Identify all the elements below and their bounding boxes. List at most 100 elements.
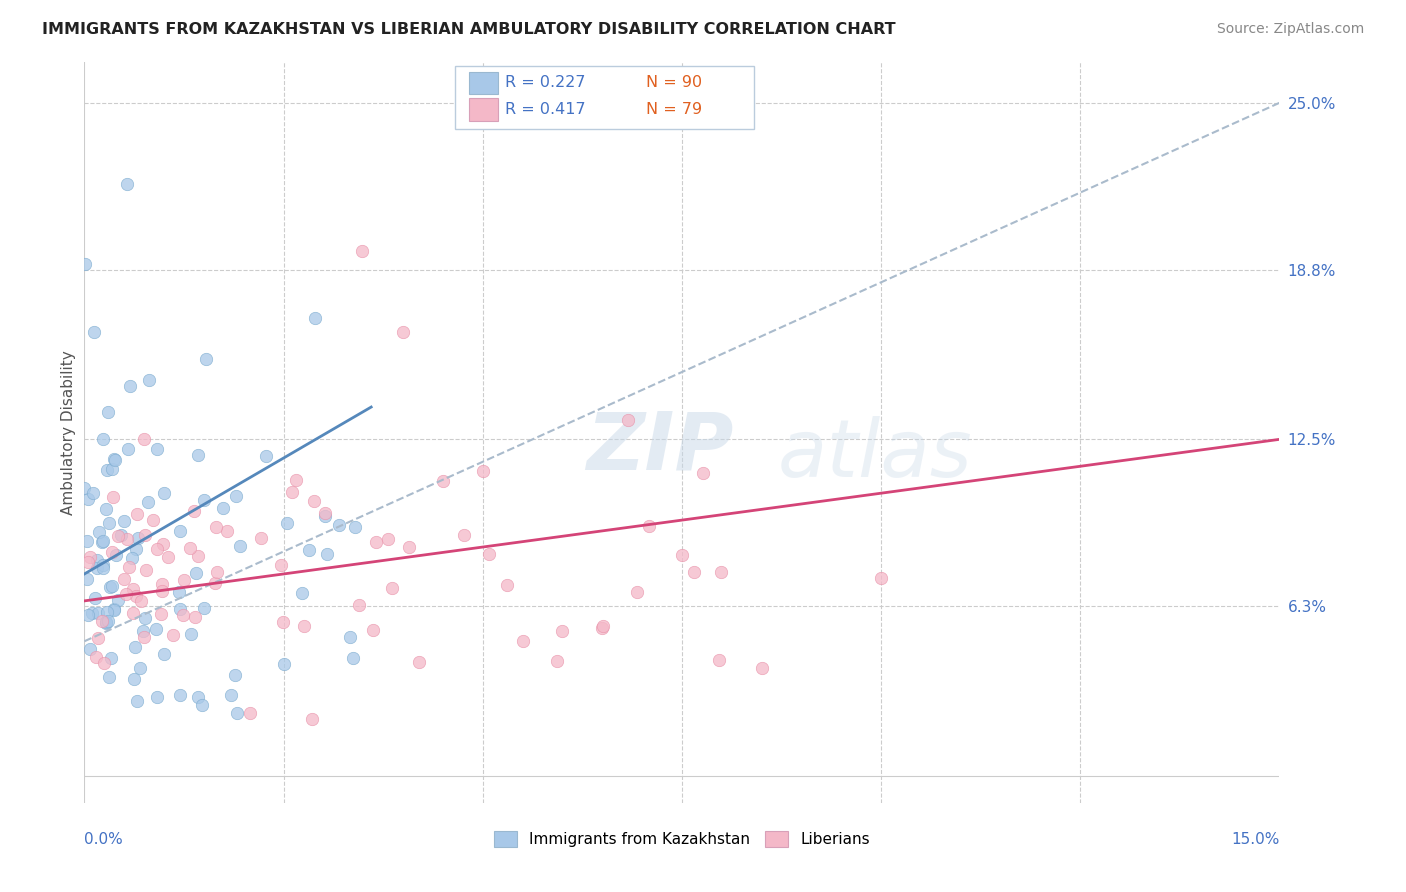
Point: [103, 603, 125, 617]
Point: [204, 576, 226, 591]
Point: [96, 502, 118, 516]
Point: [224, 667, 246, 681]
Point: [339, 630, 361, 644]
Point: [671, 548, 693, 562]
Point: [205, 565, 228, 579]
Point: [98, 516, 121, 530]
Point: [91, 558, 114, 573]
Point: [91, 433, 114, 447]
Point: [314, 506, 336, 520]
Point: [97, 614, 120, 628]
Point: [145, 623, 167, 637]
Point: [77, 608, 100, 623]
Point: [125, 507, 148, 521]
Point: [432, 474, 454, 488]
Point: [270, 558, 292, 573]
Point: [83, 591, 105, 606]
Point: [117, 442, 139, 456]
Point: [132, 630, 155, 644]
Point: [122, 606, 145, 620]
Point: [101, 462, 124, 476]
Point: [453, 528, 475, 542]
Point: [377, 533, 399, 547]
Point: [149, 607, 172, 622]
Point: [124, 541, 146, 556]
FancyBboxPatch shape: [456, 66, 754, 129]
Point: [301, 713, 323, 727]
Point: [105, 548, 128, 562]
Point: [124, 640, 146, 654]
Point: [129, 594, 152, 608]
Point: [134, 527, 156, 541]
Point: [76, 533, 98, 548]
Point: [183, 504, 205, 518]
Point: [172, 607, 194, 622]
FancyBboxPatch shape: [470, 98, 498, 120]
Point: [84, 649, 107, 664]
Point: [229, 539, 252, 553]
Point: [173, 573, 195, 587]
Point: [304, 311, 326, 326]
Point: [104, 452, 127, 467]
Point: [97, 405, 120, 419]
Point: [79, 549, 101, 564]
Point: [342, 650, 364, 665]
Point: [495, 577, 517, 591]
Point: [125, 694, 148, 708]
Point: [637, 519, 659, 533]
Point: [179, 541, 201, 556]
Point: [96, 463, 118, 477]
Point: [751, 661, 773, 675]
Point: [138, 373, 160, 387]
Point: [146, 442, 169, 456]
Point: [115, 177, 138, 191]
Point: [167, 585, 190, 599]
Point: [408, 655, 430, 669]
Point: [73, 481, 96, 495]
Point: [551, 624, 574, 638]
Point: [118, 559, 141, 574]
Point: [471, 464, 494, 478]
Point: [86, 553, 108, 567]
Point: [226, 706, 249, 720]
Point: [870, 571, 893, 585]
Point: [285, 473, 308, 487]
Point: [366, 535, 388, 549]
Point: [131, 624, 153, 638]
Point: [91, 561, 114, 575]
Point: [107, 593, 129, 607]
Point: [184, 566, 207, 580]
Point: [127, 531, 149, 545]
Point: [290, 586, 312, 600]
Point: [93, 534, 115, 549]
Point: [100, 650, 122, 665]
Point: [347, 598, 370, 612]
Point: [183, 610, 205, 624]
Point: [136, 494, 159, 508]
Point: [398, 540, 420, 554]
Point: [114, 587, 136, 601]
Point: [114, 515, 136, 529]
Point: [94, 615, 117, 630]
Point: [82, 606, 104, 620]
Point: [683, 565, 706, 579]
Point: [343, 520, 366, 534]
Point: [118, 378, 141, 392]
Point: [77, 555, 100, 569]
Point: [304, 494, 326, 508]
Point: [591, 621, 613, 635]
Point: [314, 508, 336, 523]
Point: [710, 565, 733, 579]
Point: [87, 606, 110, 620]
Point: [121, 550, 143, 565]
Point: [352, 244, 374, 258]
Point: [146, 690, 169, 704]
Point: [361, 623, 384, 637]
Point: [250, 531, 273, 545]
Point: [90, 535, 112, 549]
Point: [271, 615, 294, 629]
Point: [107, 529, 129, 543]
Point: [187, 690, 209, 705]
Point: [478, 547, 501, 561]
Point: [162, 628, 184, 642]
